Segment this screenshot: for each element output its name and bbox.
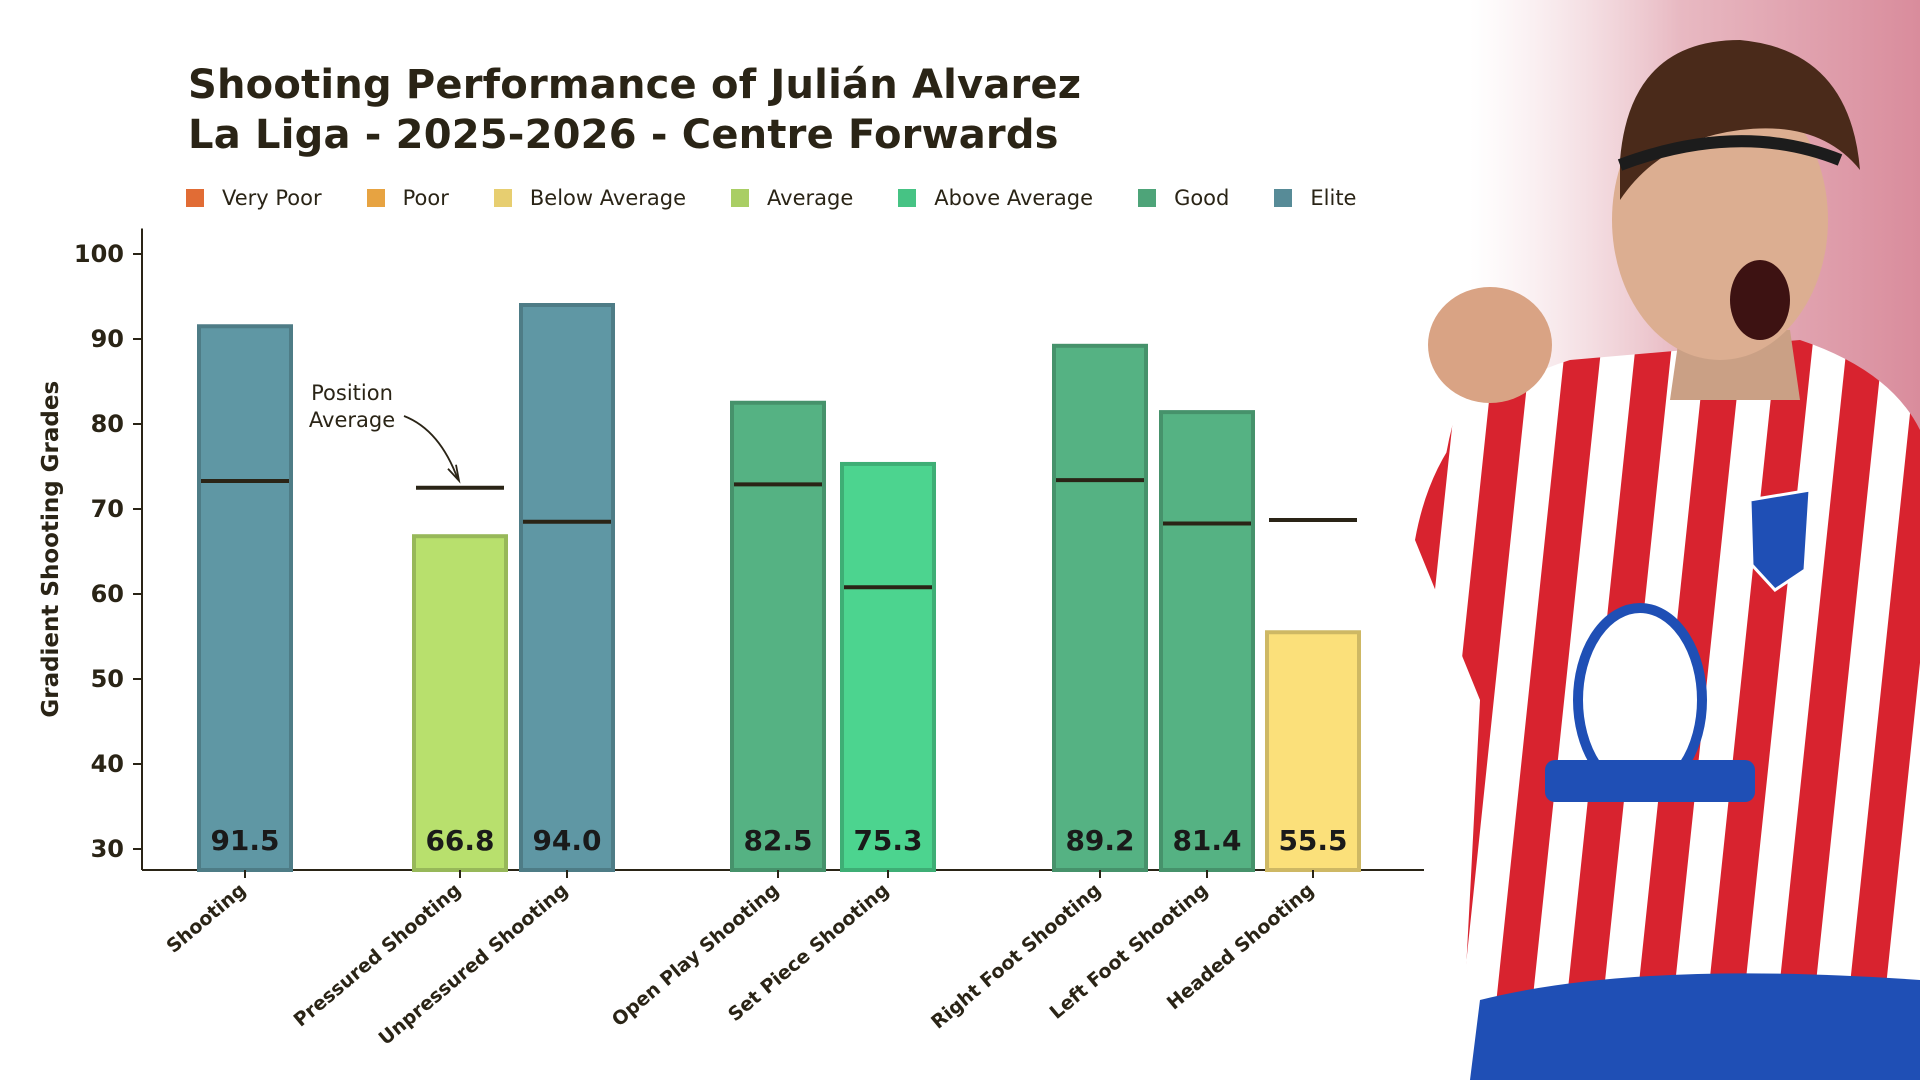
- bar-value-label: 89.2: [1065, 824, 1134, 857]
- y-tick-label: 90: [91, 325, 124, 353]
- legend-swatch: [1274, 189, 1293, 207]
- legend-item: Above Average: [898, 186, 1093, 210]
- y-tick-label: 100: [74, 240, 124, 268]
- legend-swatch: [493, 189, 512, 207]
- y-tick-label: 40: [91, 750, 124, 778]
- legend-item: Very Poor: [186, 186, 322, 210]
- plot-area: 30 40 50 60 70 80 90 100 Gradient Shooting Grade…: [38, 228, 1424, 1050]
- legend-item: Below Average: [493, 186, 686, 210]
- x-tick-label: Shooting: [162, 879, 250, 958]
- x-tick-label: Pressured Shooting: [290, 879, 466, 1031]
- annotation-text: Position: [311, 381, 393, 405]
- legend-label: Very Poor: [222, 186, 322, 210]
- legend-swatch: [366, 189, 385, 207]
- bar: [519, 303, 615, 872]
- legend-label: Average: [767, 186, 854, 210]
- bar-value-label: 75.3: [853, 824, 922, 857]
- bar-value-label: 66.8: [425, 824, 494, 857]
- bar: [197, 324, 293, 872]
- legend-item: Poor: [366, 186, 449, 210]
- y-axis-title: Gradient Shooting Grades: [38, 381, 64, 718]
- legend-label: Poor: [402, 186, 449, 210]
- annotation-arrowhead: [447, 464, 461, 484]
- bar-value-label: 55.5: [1278, 824, 1347, 857]
- x-tick-label: Unpressured Shooting: [375, 879, 573, 1050]
- bar-value-label: 94.0: [532, 824, 601, 857]
- bar: [730, 400, 826, 872]
- bar: [412, 534, 508, 872]
- legend-item: Elite: [1274, 186, 1356, 210]
- player-photo: [1320, 0, 1920, 1080]
- chart-title: Shooting Performance of Julián Alvarez: [188, 62, 1082, 108]
- bar-chart: Shooting Performance of Julián Alvarez L…: [38, 62, 1424, 1050]
- x-tick-label: Right Foot Shooting: [927, 879, 1105, 1033]
- y-tick-label: 30: [91, 835, 124, 863]
- bar-value-label: 82.5: [743, 824, 812, 857]
- bar-value-label: 91.5: [210, 824, 279, 857]
- y-tick-label: 50: [91, 665, 124, 693]
- legend-label: Above Average: [934, 186, 1094, 210]
- legend-label: Good: [1174, 186, 1230, 210]
- legend-swatch: [1138, 189, 1157, 207]
- bar: [1265, 630, 1361, 872]
- bar-value-label: 81.4: [1172, 824, 1241, 857]
- annotation-text: Average: [309, 408, 395, 432]
- bar: [1052, 343, 1148, 872]
- legend-swatch: [731, 189, 749, 207]
- legend: Very Poor Poor Below Average Average Above A…: [186, 186, 1356, 210]
- legend-swatch: [186, 189, 204, 207]
- legend-item: Good: [1138, 186, 1229, 210]
- legend-label: Below Average: [529, 186, 686, 210]
- legend-swatch: [898, 189, 917, 207]
- legend-label: Elite: [1310, 186, 1357, 210]
- y-tick-label: 80: [91, 410, 124, 438]
- annotation-arrow: [403, 415, 459, 481]
- chart-subtitle: La Liga - 2025-2026 - Centre Forwards: [188, 112, 1059, 158]
- y-tick-label: 70: [91, 495, 124, 523]
- legend-item: Average: [731, 186, 853, 210]
- bar: [1159, 410, 1255, 872]
- bar: [840, 461, 936, 872]
- y-tick-label: 60: [91, 580, 124, 608]
